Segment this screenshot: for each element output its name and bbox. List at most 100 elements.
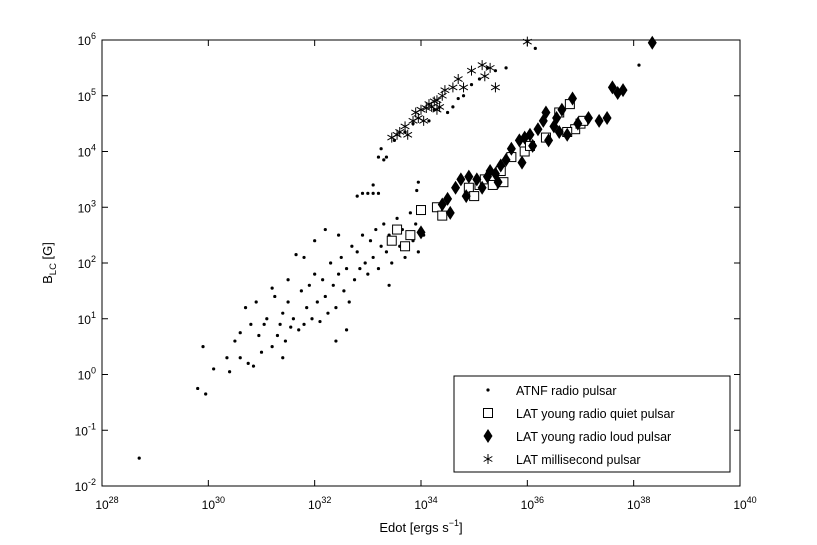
data-point-dot xyxy=(408,211,412,215)
data-point-dot xyxy=(376,191,381,195)
data-point-diamond xyxy=(618,83,628,98)
data-point-asterisk xyxy=(432,95,442,106)
data-point-diamond xyxy=(464,169,474,184)
data-point-dot xyxy=(273,294,277,299)
data-point-dot xyxy=(415,188,419,193)
x-tick-label: 1038 xyxy=(627,495,650,512)
data-point-diamond xyxy=(443,191,453,206)
data-point-dot xyxy=(414,222,418,226)
x-tick-label: 1036 xyxy=(521,495,544,512)
data-point-dot xyxy=(336,272,341,276)
data-point-dot xyxy=(382,222,386,226)
data-point-dot xyxy=(416,180,420,184)
data-point-diamond xyxy=(541,105,551,120)
data-point-asterisk xyxy=(435,101,445,112)
data-point-dot xyxy=(299,289,303,293)
data-point-dot xyxy=(384,155,389,159)
data-point-dot xyxy=(262,322,266,326)
data-point-diamond xyxy=(517,155,527,170)
data-point-diamond xyxy=(594,113,604,128)
data-point-dot xyxy=(251,364,256,368)
data-point-dot xyxy=(451,105,455,109)
data-point-dot xyxy=(360,191,365,195)
data-point-dot xyxy=(376,266,381,271)
data-point-dot xyxy=(270,286,274,290)
data-point-dot xyxy=(297,328,301,332)
legend-marker-diamond xyxy=(483,429,493,443)
data-point-dot xyxy=(302,322,306,326)
legend-label: ATNF radio pulsar xyxy=(516,384,617,398)
data-point-square xyxy=(392,224,403,235)
x-axis-label-sup: −1 xyxy=(449,518,459,528)
data-point-dot xyxy=(504,66,508,70)
legend-marker-dot xyxy=(486,388,490,392)
data-point-dot xyxy=(323,294,327,299)
legend-marker-asterisk xyxy=(483,454,493,464)
data-point-dot xyxy=(212,367,216,371)
plot-area xyxy=(101,35,741,487)
data-point-asterisk xyxy=(458,82,469,93)
data-point-dot xyxy=(238,356,242,360)
data-point-dot xyxy=(238,331,242,335)
y-tick-label: 101 xyxy=(78,310,96,327)
data-point-dot xyxy=(310,317,314,321)
data-point-dot xyxy=(416,250,420,254)
legend-box xyxy=(453,375,731,473)
y-tick-label: 102 xyxy=(78,254,96,271)
data-point-dot xyxy=(374,227,378,232)
data-point-asterisk xyxy=(522,36,532,47)
x-tick-label: 1030 xyxy=(202,495,225,512)
data-point-asterisk xyxy=(480,71,490,82)
data-point-square xyxy=(400,241,411,252)
data-point-dot xyxy=(289,325,293,329)
data-point-dot xyxy=(275,333,280,338)
data-point-dot xyxy=(246,361,250,365)
data-point-dot xyxy=(368,239,373,243)
data-point-dot xyxy=(350,244,354,248)
data-point-dot xyxy=(352,278,357,282)
y-tick-label: 100 xyxy=(78,366,96,383)
data-point-dot xyxy=(315,300,319,304)
data-point-asterisk xyxy=(448,82,458,93)
y-axis-label: BLC [G] xyxy=(40,242,59,284)
data-point-asterisk xyxy=(490,82,501,93)
data-point-dot xyxy=(283,339,288,343)
data-point-dot xyxy=(321,278,325,282)
data-point-dot xyxy=(379,244,383,248)
data-point-dot xyxy=(281,311,285,315)
data-point-dot xyxy=(371,255,375,260)
y-tick-label: 10-1 xyxy=(75,421,96,438)
x-tick-label: 1040 xyxy=(733,495,756,512)
data-point-dot xyxy=(326,311,330,315)
data-point-dot xyxy=(302,255,306,260)
y-tick-label: 10-2 xyxy=(75,477,96,494)
data-point-dot xyxy=(204,392,208,396)
data-point-dot xyxy=(445,110,450,115)
data-point-asterisk xyxy=(419,115,429,126)
data-point-diamond xyxy=(493,175,503,190)
data-point-square xyxy=(405,230,416,241)
data-point-dot xyxy=(493,69,498,73)
data-point-dot xyxy=(384,250,389,254)
data-points xyxy=(137,35,657,460)
data-point-dot xyxy=(281,356,285,360)
data-point-asterisk xyxy=(485,62,495,73)
data-point-dot xyxy=(305,306,309,310)
data-point-dot xyxy=(366,191,370,195)
data-point-asterisk xyxy=(400,121,410,132)
data-point-diamond xyxy=(583,111,593,126)
data-point-dot xyxy=(265,317,269,321)
data-point-dot xyxy=(358,266,362,271)
data-point-diamond xyxy=(568,91,578,106)
data-point-diamond xyxy=(416,225,426,240)
data-point-diamond xyxy=(554,124,564,139)
data-point-dot xyxy=(294,253,298,257)
data-point-square xyxy=(386,235,397,246)
data-point-dot xyxy=(477,77,482,81)
x-tick-label: 1028 xyxy=(95,495,118,512)
data-point-dot xyxy=(456,96,460,101)
x-axis-label: Edot [ergs s−1] xyxy=(379,518,462,535)
data-point-diamond xyxy=(501,152,511,167)
data-point-dot xyxy=(403,255,407,260)
